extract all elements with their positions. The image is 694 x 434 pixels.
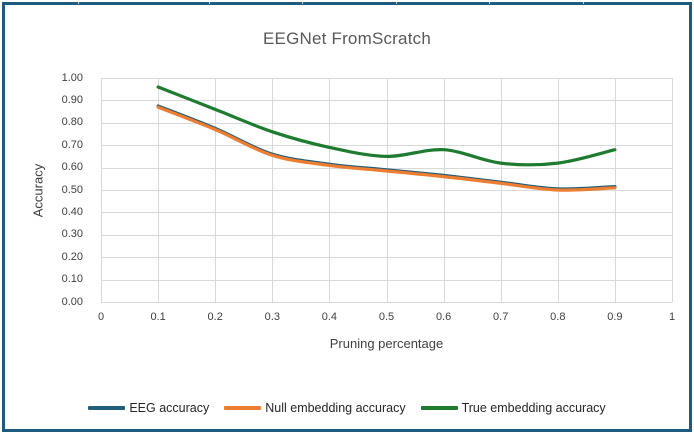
x-tick-label: 1 [668,311,676,323]
y-tick-label: 1.00 [61,71,83,84]
x-tick-label: 0.9 [607,311,623,323]
y-tick-label: 0.20 [61,250,83,263]
x-axis-title: Pruning percentage [329,336,444,351]
y-tick-label: 0.30 [61,228,83,241]
x-tick-label: 0 [97,311,105,323]
line-swatch-icon [224,406,262,410]
legend-label: Null embedding accuracy [265,401,406,415]
y-tick-label: 0.90 [61,93,83,106]
legend-item-true-embedding-accuracy[interactable]: True embedding accuracy [420,401,606,415]
x-tick-label: 0.8 [550,311,566,323]
line-swatch-icon [88,406,126,410]
y-tick-label: 0.60 [61,161,83,174]
y-tick-label: 0.70 [61,138,83,151]
y-tick-label: 0.40 [61,205,83,218]
x-tick-label: 0.7 [493,311,509,323]
series-line-true-embedding-accuracy[interactable] [156,85,617,167]
legend-label: True embedding accuracy [461,401,606,415]
series-lines [156,85,617,192]
legend-item-eeg-accuracy[interactable]: EEG accuracy [88,401,209,415]
x-tick-label: 0.5 [378,311,395,323]
y-tick-label: 0.00 [61,295,83,308]
x-tick-label: 0.1 [150,311,166,323]
series-line-eeg-accuracy[interactable] [156,104,617,191]
x-tick-label: 0.6 [435,311,452,323]
line-swatch-icon [420,406,458,410]
y-tick-label: 0.50 [61,183,83,196]
chart-title: EEGNet FromScratch [263,29,431,48]
legend: EEG accuracy Null embedding accuracy Tru… [5,398,689,418]
series-line-null-embedding-accuracy[interactable] [156,105,617,192]
legend-item-null-embedding-accuracy[interactable]: Null embedding accuracy [224,401,406,415]
x-tick-label: 0.2 [207,311,223,323]
x-tick-label: 0.3 [264,311,280,323]
y-tick-label: 0.10 [61,273,83,286]
x-tick-label: 0.4 [321,311,338,323]
legend-label: EEG accuracy [129,401,210,415]
y-tick-label: 0.80 [61,116,83,129]
plot-area[interactable] [101,78,673,303]
